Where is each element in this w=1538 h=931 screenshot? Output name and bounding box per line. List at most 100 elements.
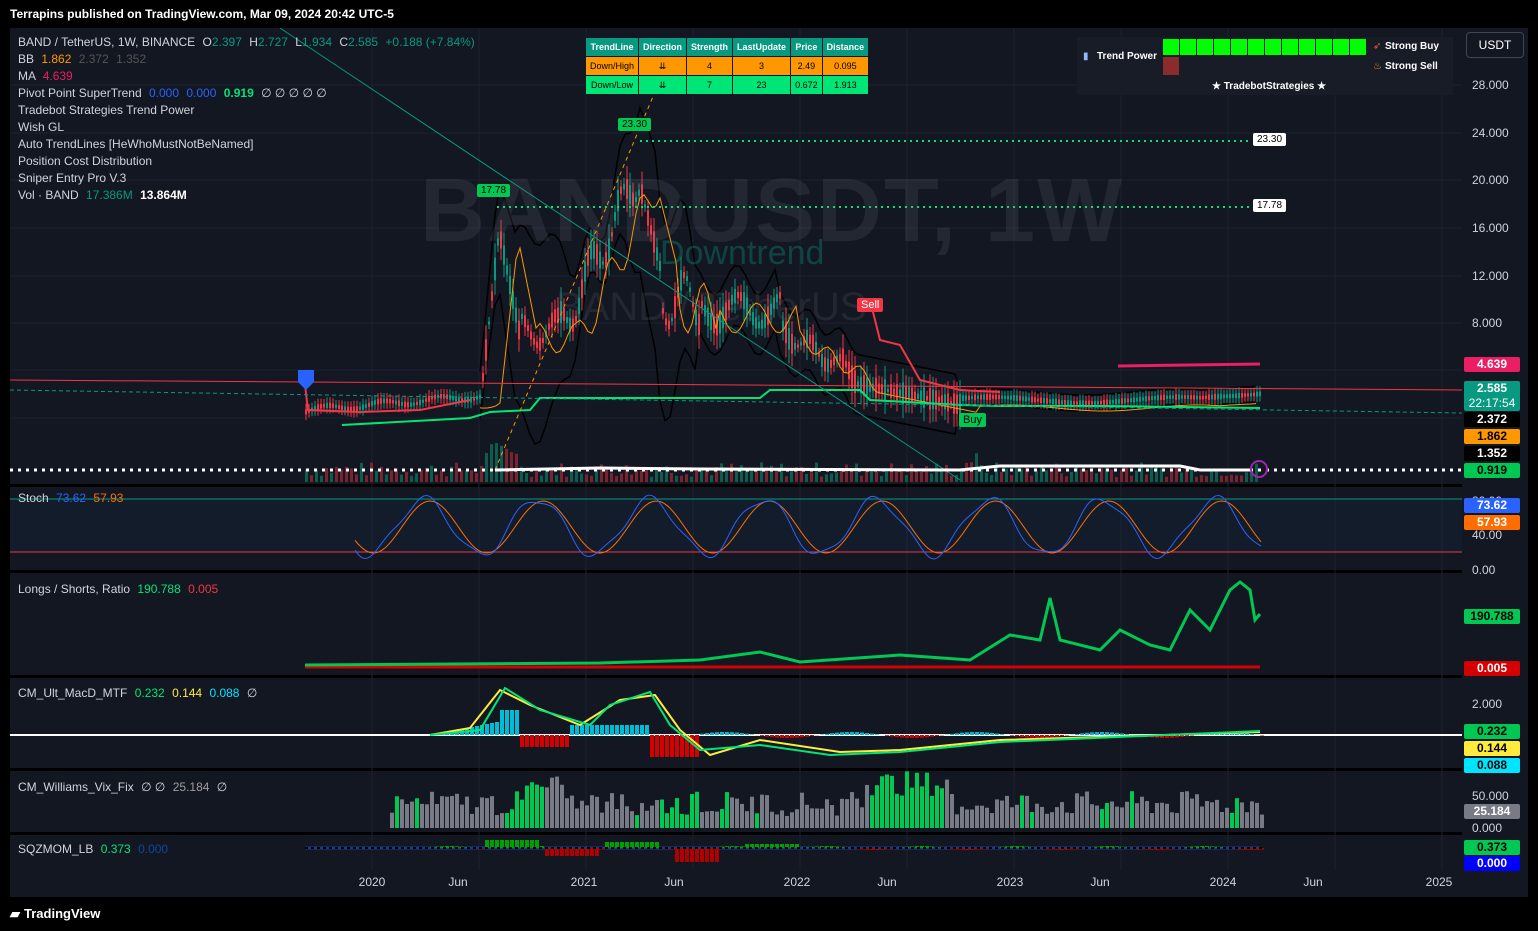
candle-body [407,402,409,408]
ma-legend[interactable]: MA 4.639 [18,69,73,83]
vix-bar [795,809,799,828]
candle-body [560,301,562,324]
candle-body [443,394,445,399]
volume-legend[interactable]: Vol · BAND 17.386M 13.864M [18,188,187,202]
macd-hist-bar [910,735,914,738]
volume-bar [1170,467,1173,482]
vix-bar [745,811,749,828]
pivot-legend[interactable]: Pivot Point SuperTrend 0.000 0.000 0.919… [18,86,327,100]
candle-body [1013,395,1015,401]
candle-body [680,269,682,291]
candle-body [419,399,421,406]
candle-body [821,354,823,367]
candle-body [947,393,949,412]
macd-legend[interactable]: CM_Ult_MacD_MTF 0.232 0.144 0.088 ∅ [18,686,257,700]
candle-body [1091,401,1093,405]
vix-bar [840,798,844,828]
macd-hist-bar [530,735,534,747]
macd-hist-bar [1245,733,1249,735]
table-cell: 3 [732,56,792,76]
sqz-legend[interactable]: SQZMOM_LB 0.373 0.000 [18,842,168,856]
bb-legend[interactable]: BB 1.862 2.372 1.352 [18,52,146,66]
vix-bar [590,795,594,828]
indicator-legend-1[interactable]: Tradebot Strategies Trend Power [18,103,195,117]
volume-bar [1230,474,1233,482]
longs-shorts-legend[interactable]: Longs / Shorts, Ratio 190.788 0.005 [18,582,218,596]
symbol-legend[interactable]: BAND / TetherUS, 1W, BINANCE O2.397 H2.7… [18,35,475,49]
indicator-legend-4[interactable]: Position Cost Distribution [18,154,153,168]
trendline-table: TrendLine Direction Strength LastUpdate … [584,37,870,95]
volume-bar [1160,468,1163,482]
candle-body [878,383,880,394]
volume-bar [1220,475,1223,482]
volume-bar [925,466,928,482]
vix-bar [1085,791,1089,828]
candle-body [995,394,997,400]
sqz-bar [1105,846,1109,848]
symbol-title: BAND / TetherUS, 1W, BINANCE [18,35,196,49]
sqz-bar [920,846,924,848]
sqz-bar [440,846,444,848]
vix-bar [460,804,464,828]
macd-v3-tag: 0.088 [1464,758,1520,773]
volume-bar [690,476,693,482]
sqz-bar [750,844,754,848]
candle-body [911,387,913,403]
candle-body [1163,394,1165,401]
candle-body [746,297,748,316]
candle-body [923,387,925,408]
candle-body [599,251,601,269]
indicator-legend-2[interactable]: Wish GL [18,120,65,134]
candle-body [1088,400,1090,406]
macd-hist-bar [640,725,644,735]
tradebot-brand: ★ TradebotStrategies ★ [1212,81,1327,92]
volume-bar [425,467,428,482]
candle-body [752,312,754,326]
candle-body [875,377,877,399]
macd-hist-bar [1260,735,1264,736]
macd-hist-bar [775,735,779,738]
candle-body [1250,393,1252,397]
candle-body [1106,399,1108,405]
candle-body [1211,394,1213,400]
sqz-v1: 0.373 [100,842,131,856]
sqz-bar [1100,846,1104,848]
volume-bar [330,472,333,482]
indicator-legend-5[interactable]: Sniper Entry Pro V.3 [18,171,127,185]
candle-body [1196,395,1198,400]
candle-body [347,406,349,412]
volume-bar [1005,468,1008,482]
candle-body [938,396,940,405]
stoch-legend[interactable]: Stoch 73.62 57.93 [18,491,123,505]
macd-hist-bar [595,725,599,735]
macd-hist-bar [485,724,489,735]
candle-body [488,321,490,325]
vix-bar [620,794,624,828]
candle-body [536,341,538,348]
vix-value: 25.184 [172,780,210,794]
indicator-legend-3[interactable]: Auto TrendLines [HeWhoMustNotBeNamed] [18,137,254,151]
pivot-rest: ∅ ∅ ∅ ∅ ∅ [261,86,327,100]
candle-body [806,329,808,349]
volume-bar [365,475,368,482]
macd-hist-bar [1035,735,1039,738]
stoch-axis-label: 40.00 [1472,528,1503,542]
candle-body [641,184,643,204]
candle-body [896,384,898,401]
macd-hist-bar [720,732,724,735]
candle-body [626,179,628,200]
tradingview-logo[interactable]: ▰ TradingView [10,906,100,922]
vix-bar [920,786,924,828]
time-axis-label: 2024 [1209,875,1237,889]
vix-legend[interactable]: CM_Williams_Vix_Fix ∅ ∅ 25.184 ∅ [18,780,227,794]
sqz-bar [1165,848,1169,850]
currency-button[interactable]: USDT [1466,32,1524,58]
candle-body [797,344,799,348]
volume-bar [450,466,453,482]
sqz-bar [805,847,809,848]
table-cell: 0.095 [821,56,870,76]
sqz-bar [490,840,494,848]
macd-hist-bar [610,725,614,735]
volume-bar [335,467,338,482]
macd-hist-bar [590,725,594,735]
